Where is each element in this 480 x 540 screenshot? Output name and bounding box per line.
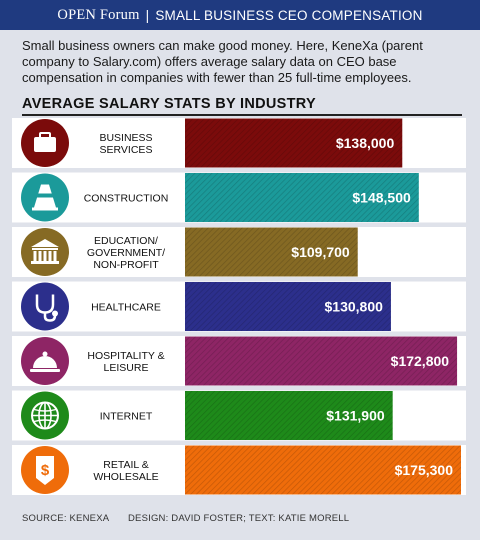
chart-row: CONSTRUCTION $148,500 [12, 172, 466, 223]
value-label: $175,300 [395, 462, 454, 478]
category-label: HOSPITALITY & [87, 350, 164, 362]
price-tag-icon: $ [21, 446, 69, 494]
bar-texture [185, 227, 358, 277]
briefcase-icon [21, 119, 69, 167]
bar-texture [185, 445, 461, 495]
title-underline [22, 114, 462, 116]
bar-texture [185, 173, 419, 222]
chart-row: EDUCATION/GOVERNMENT/NON-PROFIT $109,700 [12, 227, 466, 277]
category-label: RETAIL & [103, 459, 149, 471]
value-label: $148,500 [352, 190, 411, 206]
bar-texture [185, 336, 458, 386]
bank-building-icon [21, 228, 69, 276]
value-label: $138,000 [336, 135, 395, 151]
traffic-cone-icon [21, 173, 69, 222]
chart-row: $ RETAIL &WHOLESALE $175,300 [12, 445, 466, 495]
category-label: NON-PROFIT [93, 259, 159, 271]
category-label: EDUCATION/ [94, 235, 158, 247]
value-label: $131,900 [326, 408, 385, 424]
category-label: LEISURE [104, 362, 149, 374]
bar-texture [185, 282, 391, 331]
category-label: WHOLESALE [93, 471, 158, 483]
page-title: SMALL BUSINESS CEO COMPENSATION [155, 7, 423, 23]
stethoscope-icon [21, 282, 69, 331]
cloche-icon [21, 337, 69, 385]
category-label: INTERNET [100, 411, 153, 423]
category-label: CONSTRUCTION [84, 193, 169, 205]
category-label: HEALTHCARE [91, 302, 161, 314]
bar-texture [185, 391, 393, 440]
category-label: SERVICES [100, 144, 153, 156]
title-separator: | [145, 7, 150, 23]
brand-name: OPEN Forum [57, 6, 140, 23]
category-label: BUSINESS [99, 132, 152, 144]
svg-text:$: $ [41, 462, 50, 479]
value-label: $172,800 [391, 353, 450, 369]
value-label: $130,800 [325, 299, 384, 315]
intro-text: Small business owners can make good mone… [22, 38, 423, 85]
chart-row: INTERNET $131,900 [12, 390, 466, 441]
chart-row: HEALTHCARE $130,800 [12, 281, 466, 332]
chart-row: HOSPITALITY &LEISURE $172,800 [12, 336, 466, 386]
chart-title: AVERAGE SALARY STATS BY INDUSTRY [22, 96, 316, 112]
credits-note: DESIGN: DAVID FOSTER; TEXT: KATIE MORELL [128, 513, 350, 524]
value-label: $109,700 [291, 244, 350, 260]
category-label: GOVERNMENT/ [87, 247, 165, 259]
globe-icon [21, 391, 69, 440]
source-note: SOURCE: KENEXA [22, 513, 110, 524]
title-bar: OPEN Forum | SMALL BUSINESS CEO COMPENSA… [0, 0, 480, 30]
bar-texture [185, 118, 403, 168]
